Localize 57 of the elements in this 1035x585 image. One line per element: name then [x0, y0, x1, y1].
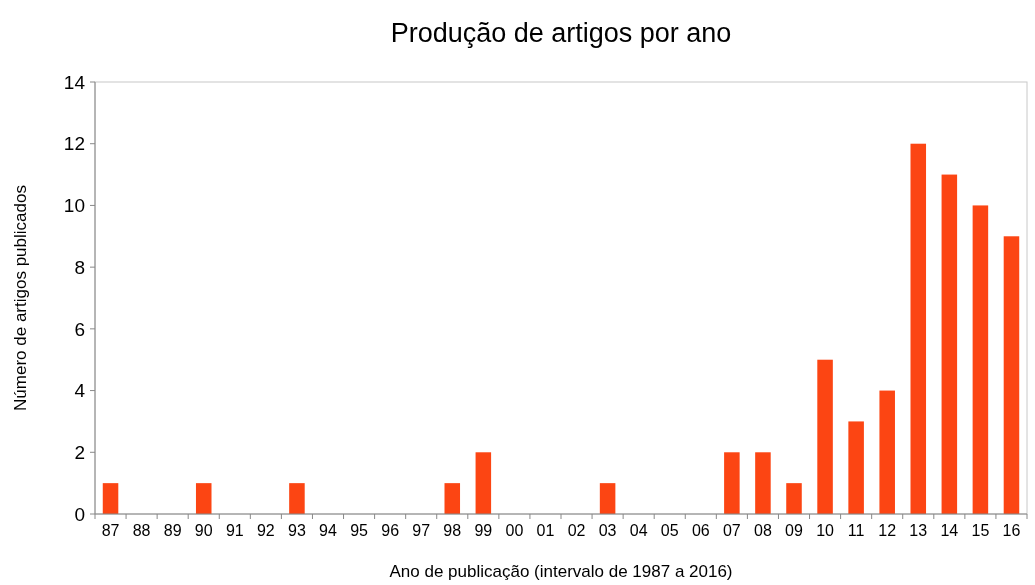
- x-tick-label: 93: [288, 522, 306, 539]
- x-tick-label: 88: [132, 522, 151, 539]
- x-tick-label: 13: [909, 522, 928, 539]
- bar: [755, 452, 771, 514]
- bar: [475, 452, 492, 514]
- x-tick-label: 90: [194, 522, 213, 539]
- y-tick-label: 12: [63, 133, 85, 155]
- x-tick-label: 95: [350, 522, 369, 539]
- y-tick-label: 10: [63, 195, 85, 217]
- x-tick-label: 04: [629, 522, 648, 539]
- bar: [289, 483, 305, 514]
- bar: [599, 483, 616, 514]
- x-tick-label: 15: [971, 522, 990, 539]
- x-axis-title: Ano de publicação (intervalo de 1987 a 2016): [389, 562, 733, 581]
- x-tick-label: 12: [878, 522, 897, 539]
- y-tick-label: 4: [74, 380, 86, 402]
- bar: [444, 483, 461, 514]
- bar: [941, 174, 958, 514]
- x-tick-label: 05: [660, 522, 679, 539]
- bar: [724, 452, 740, 514]
- bar: [102, 483, 119, 514]
- x-tick-label: 98: [443, 522, 462, 539]
- x-tick-label: 02: [567, 522, 586, 539]
- x-tick-label: 14: [940, 522, 959, 539]
- x-tick-label: 91: [225, 522, 244, 539]
- bar: [817, 359, 833, 514]
- x-tick-label: 92: [256, 522, 275, 539]
- x-tick-label: 03: [598, 522, 617, 539]
- x-tick-label: 99: [474, 522, 493, 539]
- bar: [972, 205, 989, 514]
- x-tick-label: 07: [722, 522, 741, 539]
- x-tick-label: 09: [785, 522, 803, 539]
- x-tick-label: 06: [691, 522, 710, 539]
- bar: [848, 421, 864, 514]
- bar: [195, 483, 212, 514]
- x-tick-label: 11: [847, 522, 865, 539]
- x-tick-label: 08: [754, 522, 772, 539]
- x-tick-label: 10: [816, 522, 835, 539]
- y-tick-label: 6: [74, 318, 85, 340]
- x-tick-label: 97: [412, 522, 431, 539]
- x-tick-label: 89: [163, 522, 182, 539]
- x-tick-label: 96: [381, 522, 400, 539]
- y-tick-label: 0: [74, 503, 85, 525]
- y-tick-label: 8: [74, 256, 85, 278]
- bar: [910, 143, 927, 514]
- bar: [786, 483, 802, 514]
- y-tick-label: 14: [63, 71, 86, 93]
- y-axis-title: Número de artigos publicados: [11, 185, 30, 411]
- bar: [1003, 236, 1020, 514]
- bar: [879, 390, 895, 514]
- x-tick-label: 87: [101, 522, 120, 539]
- x-tick-label: 16: [1002, 522, 1021, 539]
- x-tick-label: 01: [536, 522, 555, 539]
- x-tick-label: 00: [505, 522, 524, 539]
- y-tick-label: 2: [74, 441, 85, 463]
- x-tick-label: 94: [319, 522, 337, 539]
- chart-title: Produção de artigos por ano: [390, 18, 732, 48]
